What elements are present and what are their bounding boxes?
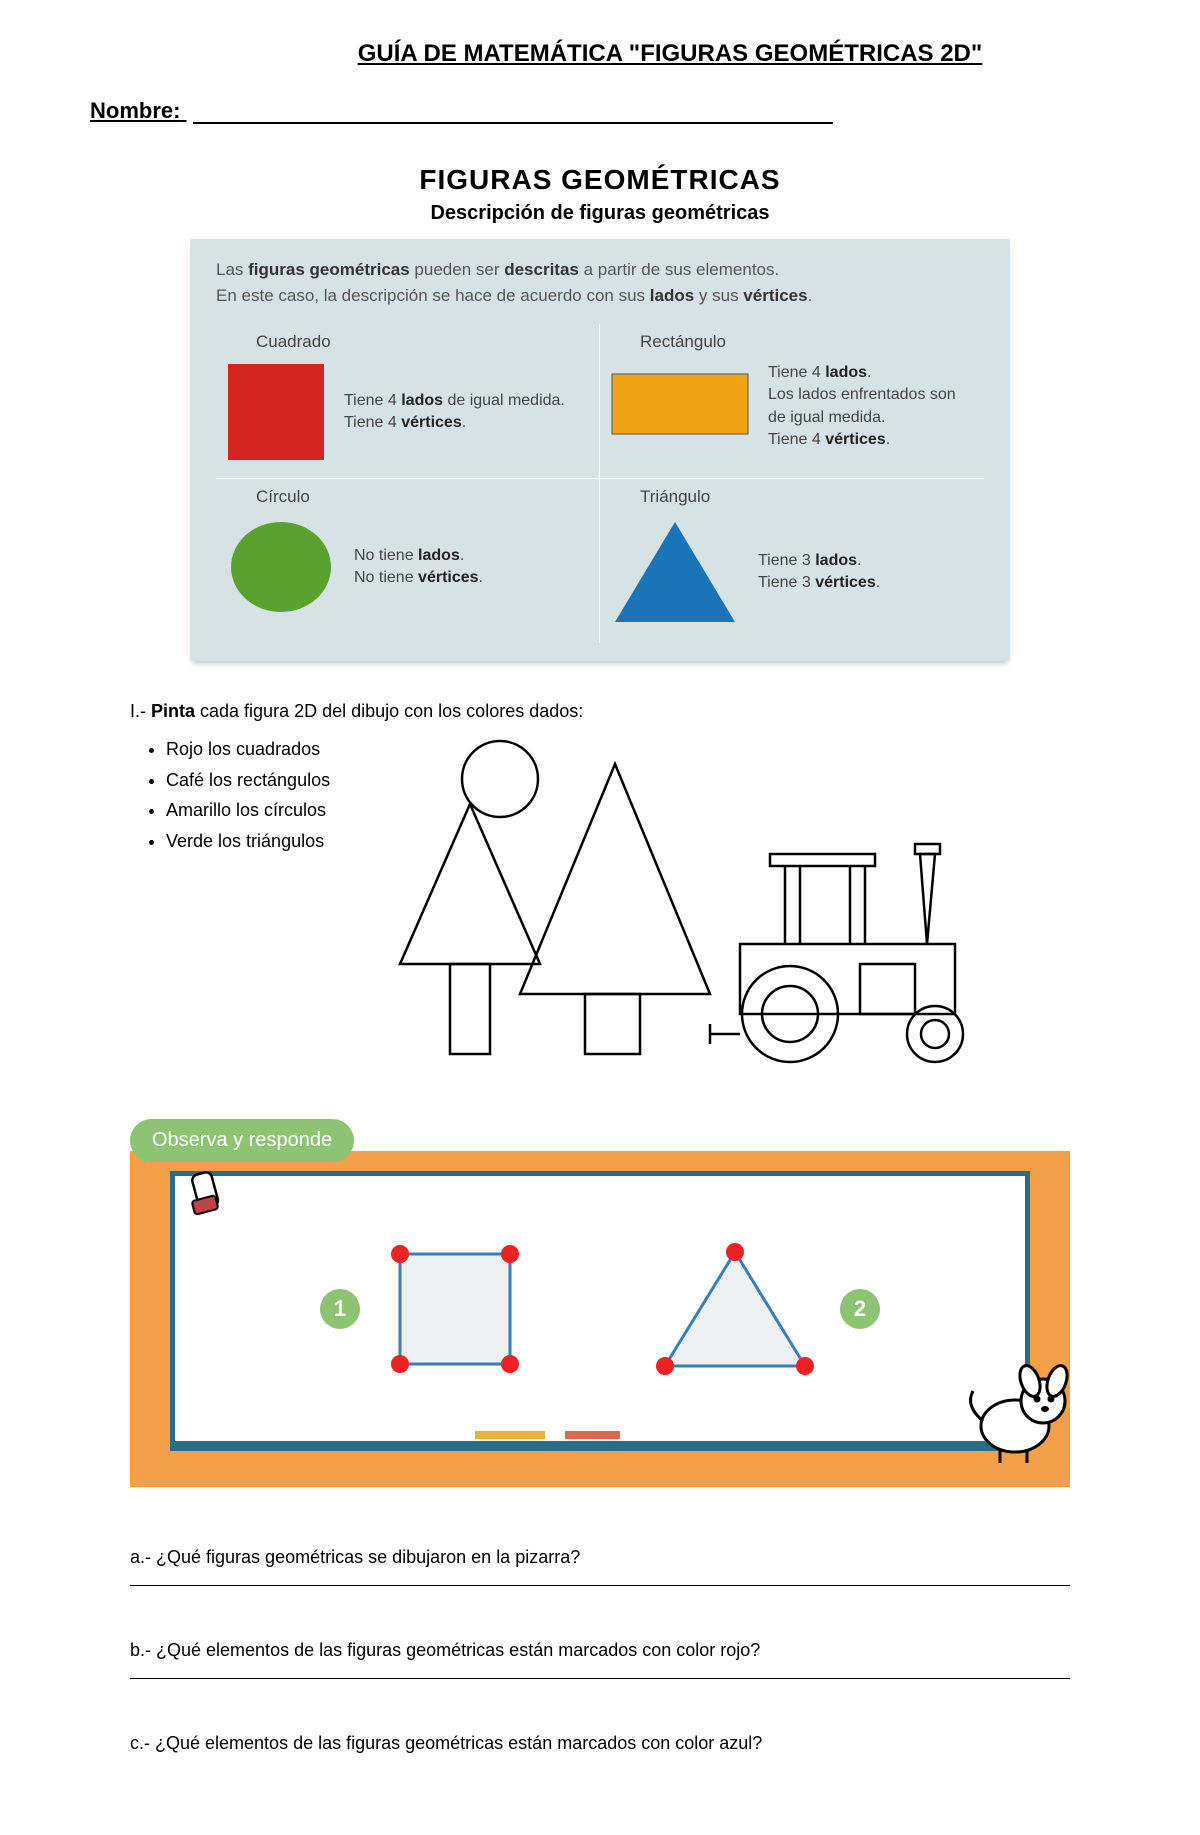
exercise-1: I.- Pinta cada figura 2D del dibujo con …	[130, 701, 1070, 1069]
observe-section: Observa y responde 1	[130, 1119, 1070, 1487]
badge-2: 2	[840, 1289, 880, 1329]
shape-name: Círculo	[256, 487, 589, 507]
answer-line[interactable]	[130, 1584, 1070, 1586]
name-row: Nombre:	[90, 98, 1110, 124]
observe-tag: Observa y responde	[130, 1119, 354, 1162]
list-item: Rojo los cuadrados	[166, 734, 330, 765]
board-triangle	[650, 1234, 820, 1384]
ex1-color-list: Rojo los cuadrados Café los rectángulos …	[166, 734, 330, 1069]
list-item: Amarillo los círculos	[166, 795, 330, 826]
page-title: GUÍA DE MATEMÁTICA "FIGURAS GEOMÉTRICAS …	[230, 40, 1110, 68]
badge-1: 1	[320, 1289, 360, 1329]
shape-desc: Tiene 3 lados.Tiene 3 vértices.	[758, 550, 880, 595]
board-square	[380, 1234, 530, 1384]
whiteboard: 1 2	[170, 1171, 1030, 1451]
name-input-line[interactable]	[193, 122, 833, 124]
board-figure-2: 2	[650, 1234, 880, 1384]
coloring-scene	[360, 734, 1070, 1069]
shape-desc: No tiene lados.No tiene vértices.	[354, 545, 483, 590]
dog-icon	[955, 1351, 1085, 1471]
triangle-icon	[610, 517, 740, 627]
figbox-intro: Las figuras geométricas pueden ser descr…	[216, 257, 984, 308]
list-item: Café los rectángulos	[166, 765, 330, 796]
shape-desc: Tiene 4 lados de igual medida.Tiene 4 vé…	[344, 390, 565, 435]
board-figure-1: 1	[320, 1234, 530, 1384]
figbox-title: FIGURAS GEOMÉTRICAS	[190, 164, 1010, 196]
question-b: b.- ¿Qué elementos de las figuras geomét…	[130, 1640, 1070, 1661]
figures-infobox: FIGURAS GEOMÉTRICAS Descripción de figur…	[190, 164, 1010, 661]
shapes-grid: Cuadrado Tiene 4 lados de igual medida.T…	[216, 324, 984, 643]
cell-rectangulo: Rectángulo Tiene 4 lados.Los lados enfre…	[600, 324, 984, 479]
questions: a.- ¿Qué figuras geométricas se dibujaro…	[130, 1547, 1070, 1754]
cell-triangulo: Triángulo Tiene 3 lados.Tiene 3 vértices…	[600, 479, 984, 643]
figbox-subtitle: Descripción de figuras geométricas	[190, 202, 1010, 225]
board-ledge	[175, 1427, 1025, 1443]
shape-desc: Tiene 4 lados.Los lados enfrentados son …	[768, 362, 974, 452]
circle-icon	[226, 517, 336, 617]
shape-name: Rectángulo	[640, 332, 974, 352]
rectangle-icon	[610, 372, 750, 442]
ex1-instruction: I.- Pinta cada figura 2D del dibujo con …	[130, 701, 1070, 722]
shape-name: Triángulo	[640, 487, 974, 507]
name-label: Nombre:	[90, 98, 180, 123]
question-c: c.- ¿Qué elementos de las figuras geomét…	[130, 1733, 1070, 1754]
shape-name: Cuadrado	[256, 332, 589, 352]
square-icon	[226, 362, 326, 462]
figbox-panel: Las figuras geométricas pueden ser descr…	[190, 239, 1010, 661]
board-outer: 1 2	[130, 1151, 1070, 1487]
clip-icon	[185, 1168, 235, 1228]
question-a: a.- ¿Qué figuras geométricas se dibujaro…	[130, 1547, 1070, 1568]
cell-cuadrado: Cuadrado Tiene 4 lados de igual medida.T…	[216, 324, 600, 479]
list-item: Verde los triángulos	[166, 826, 330, 857]
scene-svg	[360, 734, 980, 1064]
cell-circulo: Círculo No tiene lados.No tiene vértices…	[216, 479, 600, 643]
answer-line[interactable]	[130, 1677, 1070, 1679]
